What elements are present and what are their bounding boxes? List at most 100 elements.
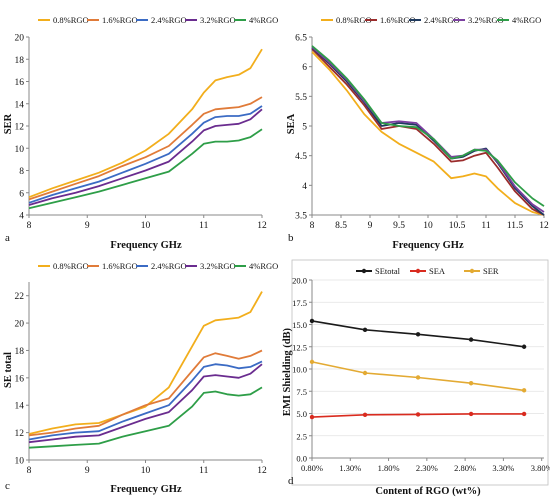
legend-label: SER	[483, 266, 499, 276]
data-point	[309, 318, 315, 324]
legend-label: 0.8%RGO	[53, 15, 89, 25]
x-tick-label: 2.30%	[416, 463, 438, 473]
x-tick-label: 9.5	[393, 221, 405, 231]
x-tick-label: 8	[27, 221, 32, 231]
chart-panel-a: 4 6 8 10 12 14 16 18 20 8 9 10 11 12 0.8%RGO 1.6%RGO 2.4…	[3, 15, 278, 251]
series-line-2.4%RGO	[28, 105, 263, 204]
y-tick-label: 10	[15, 457, 25, 467]
y-tick-label: 20.0	[292, 276, 307, 286]
series-line-2.4%RGO	[311, 47, 545, 216]
x-tick-label: 9	[368, 221, 373, 231]
data-point	[468, 337, 474, 342]
y-tick-label: 5	[302, 123, 307, 133]
y-tick-label: 6	[19, 189, 24, 199]
chart-panel-d: 0.0 2.5 5.0 7.5 10.0 12.5 15.0 17.5 20.0 0.80% 1.3…	[282, 259, 550, 497]
y-tick-label: 10	[15, 145, 25, 155]
legend-marker	[361, 268, 367, 274]
panel-label: a	[5, 232, 10, 244]
x-tick-label: 8.5	[335, 221, 347, 231]
legend-label: 4%RGO	[249, 15, 278, 25]
y-tick-label: 22	[15, 292, 25, 302]
data-point	[362, 412, 368, 418]
x-tick-label: 8	[27, 466, 32, 476]
y-tick-label: 4.5	[295, 152, 307, 162]
series-line-3.2%RGO	[28, 108, 263, 206]
series-line-0.8%RGO	[311, 51, 545, 216]
y-tick-label: 12.5	[292, 342, 307, 352]
legend-label: 1.6%RGO	[380, 15, 416, 25]
legend-label: 2.4%RGO	[424, 15, 460, 25]
data-point	[521, 344, 527, 349]
x-tick-label: 12	[539, 221, 549, 231]
data-point	[521, 411, 527, 417]
legend-label: 4%RGO	[512, 15, 541, 25]
y-tick-label: 6	[302, 63, 307, 73]
y-tick-label: 3.5	[295, 212, 307, 222]
x-tick-label: 11	[199, 466, 208, 476]
legend-label: 3.2%RGO	[200, 261, 236, 271]
data-point	[309, 414, 315, 420]
panel-label: c	[5, 480, 10, 492]
x-axis-title: Frequency GHz	[392, 240, 464, 251]
series-line-4%RGO	[28, 386, 263, 449]
y-tick-label: 20	[15, 34, 25, 44]
x-tick-label: 11.5	[507, 221, 524, 231]
x-tick-label: 1.30%	[339, 463, 361, 473]
y-axis-title: SEA	[286, 113, 297, 134]
panel-label: b	[288, 232, 294, 244]
series-line-3.2%RGO	[28, 363, 263, 444]
x-tick-label: 12	[257, 466, 267, 476]
x-tick-label: 11	[481, 221, 490, 231]
panel-frame	[291, 259, 549, 486]
x-tick-label: 9	[85, 466, 90, 476]
y-tick-label: 5.5	[295, 93, 307, 103]
legend-label: 4%RGO	[249, 261, 278, 271]
y-tick-label: 18	[15, 56, 25, 66]
x-tick-label: 12	[257, 221, 267, 231]
series-line-1.6%RGO	[28, 349, 263, 437]
y-tick-label: 4	[302, 182, 307, 192]
data-point	[309, 359, 315, 365]
data-point	[468, 381, 474, 386]
x-axis-title: Frequency GHz	[110, 240, 182, 251]
chart-panel-b: 3.5 4 4.5 5 5.5 6 6.5 8 8.5 9 9.5 10 10.5 11 11.5 12 0.8…	[286, 15, 549, 251]
x-tick-label: 10.5	[449, 221, 466, 231]
y-tick-label: 7.5	[296, 387, 307, 397]
y-axis-title: SE total	[3, 352, 14, 388]
data-point	[468, 411, 474, 417]
series-line-2.4%RGO	[28, 360, 263, 441]
y-tick-label: 10.0	[292, 365, 307, 375]
legend-label: 0.8%RGO	[53, 261, 89, 271]
y-tick-label: 12	[15, 429, 25, 439]
data-point	[415, 375, 421, 380]
y-axis-title: SER	[3, 113, 14, 134]
x-tick-label: 10	[141, 221, 151, 231]
chart-panel-c: 10 12 14 16 18 20 22 8 9 10 11 12 0.8%RGO 1.6%RGO 2.4%…	[3, 261, 278, 495]
y-tick-label: 16	[15, 78, 25, 88]
y-tick-label: 8	[19, 167, 24, 177]
legend-label: 2.4%RGO	[151, 261, 187, 271]
y-tick-label: 4	[19, 212, 24, 222]
y-tick-label: 0.0	[296, 454, 307, 464]
series-line-1.6%RGO	[311, 48, 545, 216]
y-tick-label: 6.5	[295, 34, 307, 44]
series-line-1.6%RGO	[28, 96, 263, 201]
legend-label: 0.8%RGO	[336, 15, 372, 25]
y-tick-label: 2.5	[296, 431, 307, 441]
data-point	[415, 412, 421, 417]
series-line-4%RGO	[28, 128, 263, 210]
legend-label: 2.4%RGO	[151, 15, 187, 25]
x-tick-label: 10	[141, 466, 151, 476]
legend-marker	[415, 268, 421, 274]
y-tick-label: 14	[15, 100, 25, 110]
y-tick-label: 12	[15, 123, 25, 133]
y-tick-label: 20	[15, 320, 25, 330]
x-tick-label: 10	[423, 221, 433, 231]
legend-label: 1.6%RGO	[102, 15, 138, 25]
x-axis-title: Frequency GHz	[110, 484, 182, 495]
y-tick-label: 15.0	[292, 320, 307, 330]
series-line-0.8%RGO	[28, 291, 263, 435]
y-tick-label: 5.0	[296, 409, 307, 419]
data-point	[521, 388, 527, 393]
